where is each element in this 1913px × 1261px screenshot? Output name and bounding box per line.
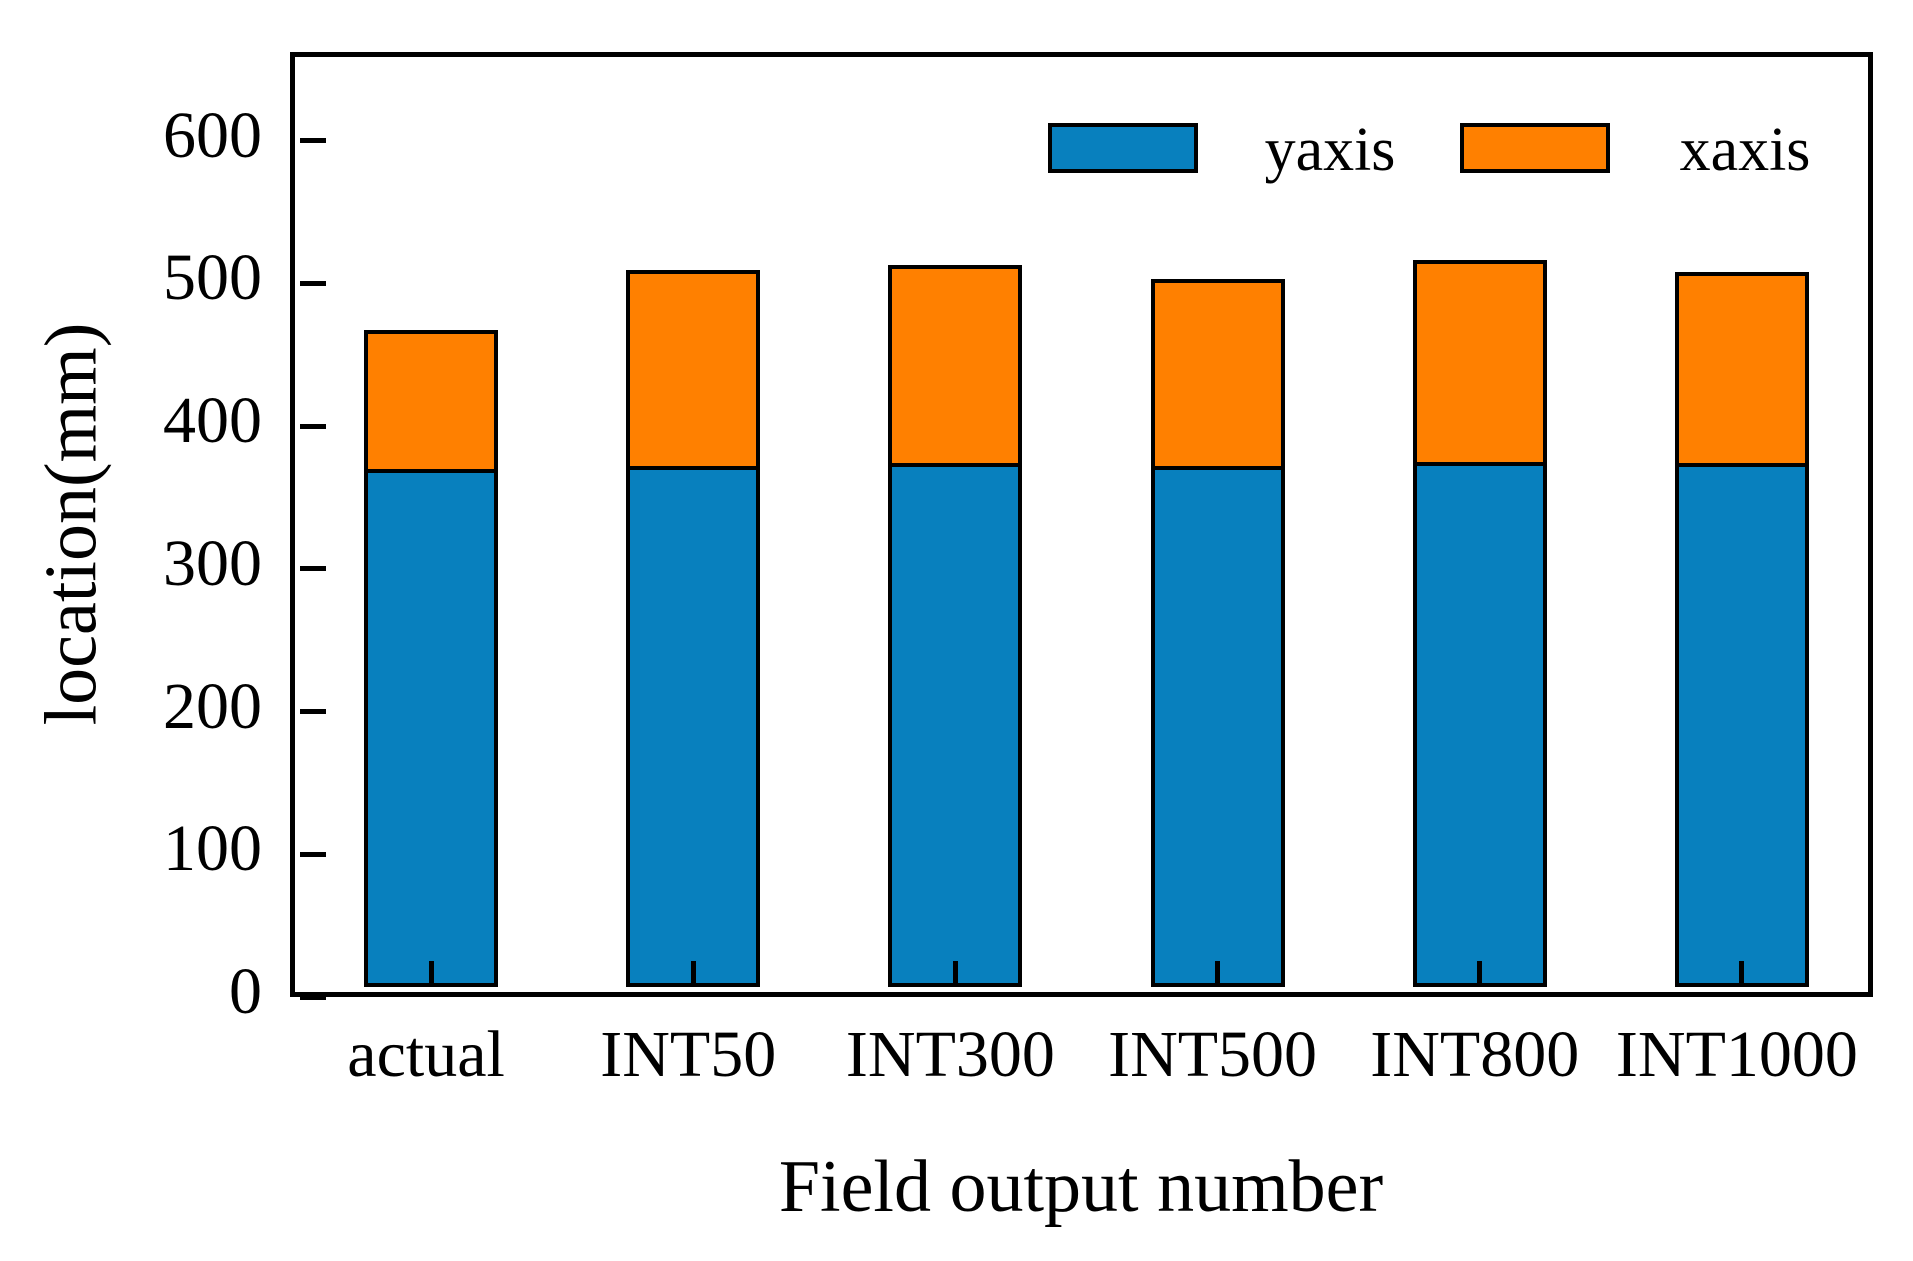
y-tick-100 (300, 851, 326, 857)
x-tick-INT300 (952, 961, 958, 987)
y-tick-label-300: 300 (163, 526, 262, 600)
y-tick-label-600: 600 (163, 98, 262, 172)
x-tick-label-INT50: INT50 (600, 1018, 777, 1091)
x-tick-INT1000 (1739, 961, 1745, 987)
plot-area: yaxis xaxis (290, 52, 1873, 1000)
bar-segment-yaxis-INT800 (1412, 465, 1547, 987)
y-tick-label-200: 200 (163, 669, 262, 743)
y-tick-400 (300, 423, 326, 429)
y-tick-500 (300, 280, 326, 286)
bar-segment-xaxis-INT50 (626, 270, 761, 471)
y-tick-300 (300, 566, 326, 572)
bar-segment-xaxis-actual (364, 330, 499, 474)
x-tick-INT800 (1477, 961, 1483, 987)
y-tick-200 (300, 709, 326, 714)
y-tick-label-0: 0 (229, 955, 262, 1028)
y-tick-label-400: 400 (163, 384, 262, 457)
x-tick-INT50 (690, 961, 696, 987)
bar-segment-xaxis-INT800 (1412, 260, 1547, 466)
bar-segment-yaxis-actual (364, 473, 499, 987)
bar-segment-xaxis-INT500 (1150, 278, 1285, 471)
bar-segment-xaxis-INT1000 (1674, 271, 1809, 468)
x-tick-label-INT800: INT800 (1370, 1018, 1580, 1091)
x-tick-INT500 (1215, 961, 1221, 987)
x-tick-label-INT300: INT300 (845, 1018, 1055, 1091)
bar-segment-yaxis-INT500 (1150, 470, 1285, 987)
bar-segment-yaxis-INT1000 (1674, 467, 1809, 987)
y-axis-title: location(mm) (30, 322, 113, 726)
x-axis-title: Field output number (778, 1146, 1384, 1228)
bar-segment-yaxis-INT300 (888, 467, 1023, 987)
bar-segment-xaxis-INT300 (888, 264, 1023, 468)
y-tick-label-100: 100 (163, 812, 262, 886)
x-tick-label-INT1000: INT1000 (1615, 1018, 1858, 1091)
bar-segment-yaxis-INT50 (626, 470, 761, 987)
x-tick-label-actual: actual (347, 1018, 505, 1091)
y-tick-600 (300, 138, 326, 143)
x-tick-label-INT500: INT500 (1108, 1018, 1318, 1091)
y-tick-label-500: 500 (163, 241, 262, 315)
plot-inner (300, 62, 1863, 1000)
x-tick-actual (428, 961, 434, 987)
y-tick-0 (300, 994, 326, 1000)
